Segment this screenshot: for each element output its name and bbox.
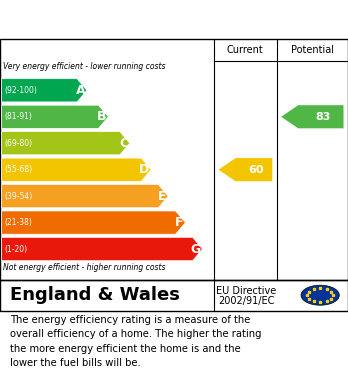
Polygon shape [2, 211, 185, 234]
Text: G: G [191, 242, 201, 256]
Polygon shape [281, 105, 344, 129]
Text: C: C [119, 137, 128, 150]
Text: 2002/91/EC: 2002/91/EC [218, 296, 274, 307]
Text: (69-80): (69-80) [5, 139, 33, 148]
Text: B: B [97, 110, 107, 123]
Text: Current: Current [227, 45, 264, 55]
Text: Very energy efficient - lower running costs: Very energy efficient - lower running co… [3, 62, 166, 71]
Text: 60: 60 [248, 165, 263, 175]
Text: D: D [139, 163, 150, 176]
Text: (81-91): (81-91) [5, 112, 32, 121]
Text: (55-68): (55-68) [5, 165, 33, 174]
Polygon shape [2, 132, 129, 155]
Text: Not energy efficient - higher running costs: Not energy efficient - higher running co… [3, 264, 166, 273]
Polygon shape [2, 158, 151, 181]
Text: 83: 83 [315, 112, 330, 122]
Text: Energy Efficiency Rating: Energy Efficiency Rating [10, 18, 220, 33]
Text: EU Directive: EU Directive [216, 287, 276, 296]
Polygon shape [2, 105, 108, 128]
Text: (1-20): (1-20) [5, 244, 27, 253]
Text: (21-38): (21-38) [5, 218, 32, 227]
Polygon shape [2, 79, 87, 102]
Text: (39-54): (39-54) [5, 192, 33, 201]
Text: Potential: Potential [291, 45, 334, 55]
Polygon shape [2, 185, 168, 208]
Text: The energy efficiency rating is a measure of the
overall efficiency of a home. T: The energy efficiency rating is a measur… [10, 315, 262, 368]
Text: A: A [76, 84, 85, 97]
Text: England & Wales: England & Wales [10, 286, 180, 304]
Text: F: F [175, 216, 184, 229]
Text: (92-100): (92-100) [5, 86, 37, 95]
Polygon shape [218, 158, 272, 181]
Text: E: E [158, 190, 167, 203]
Polygon shape [2, 237, 203, 260]
Ellipse shape [301, 285, 339, 305]
